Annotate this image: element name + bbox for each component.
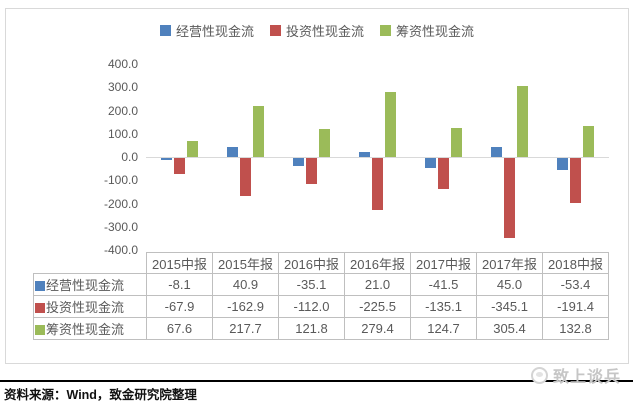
y-axis-tick-label: 400.0 — [107, 57, 138, 71]
footer-divider — [0, 380, 633, 382]
legend-swatch-icon — [159, 25, 171, 36]
legend-item-label: 投资性现金流 — [285, 24, 364, 39]
y-axis-tick-label: 300.0 — [107, 80, 138, 95]
y-axis-tick-label: -300.0 — [103, 219, 138, 234]
bar-经营性现金流-2015中报 — [160, 158, 172, 160]
bar-筹资性现金流-2018中报 — [582, 126, 594, 157]
legend-item-label: 经营性现金流 — [175, 24, 254, 39]
y-axis-tick-label: -400.0 — [103, 243, 138, 257]
table-row: 投资性现金流 -67.9 -162.9 -112.0 -225.5 -135.1 -345.… — [33, 295, 609, 318]
table-header-cell: 2017中报 — [410, 252, 477, 274]
table-corner-cell — [34, 253, 147, 274]
legend-item-2: 筹资性现金流 — [380, 21, 474, 40]
table-header-cell: 2015中报 — [146, 252, 213, 274]
table-cell: 121.8 — [278, 317, 345, 340]
bar-筹资性现金流-2015年报 — [252, 106, 264, 157]
bar-经营性现金流-2016年报 — [358, 152, 370, 157]
bar-投资性现金流-2015中报 — [173, 158, 185, 174]
legend-item-0: 经营性现金流 — [159, 21, 254, 40]
chart-legend: 经营性现金流 投资性现金流 筹资性现金流 — [5, 21, 629, 41]
legend-item-label: 筹资性现金流 — [396, 24, 475, 39]
table-cell: 45.0 — [476, 273, 543, 296]
bar-筹资性现金流-2016年报 — [384, 92, 396, 157]
bar-筹资性现金流-2017中报 — [450, 128, 462, 157]
bar-经营性现金流-2017年报 — [490, 146, 502, 157]
data-table: 2015中报 2015年报 2016中报 2016年报 2017中报 2017年报 2018… — [33, 252, 609, 340]
table-cell: -135.1 — [410, 295, 477, 318]
y-axis-tick-label: -100.0 — [103, 173, 138, 188]
bar-投资性现金流-2015年报 — [239, 158, 251, 196]
table-cell: 124.7 — [410, 317, 477, 340]
table-row-label: 投资性现金流 — [33, 295, 147, 318]
table-row: 经营性现金流 -8.1 40.9 -35.1 21.0 -41.5 45.0 -53.4 — [33, 273, 609, 296]
bar-筹资性现金流-2016中报 — [318, 128, 330, 157]
table-row-label-text: 经营性现金流 — [46, 278, 125, 293]
bar-经营性现金流-2015年报 — [226, 147, 238, 157]
table-header-cell: 2015年报 — [212, 252, 279, 274]
bar-投资性现金流-2018中报 — [569, 158, 581, 203]
table-cell: -53.4 — [542, 273, 609, 296]
table-cell: 279.4 — [344, 317, 411, 340]
brand-logo-text: 致上谈兵 — [552, 369, 621, 386]
table-header-cell: 2016年报 — [344, 252, 411, 274]
bar-投资性现金流-2017年报 — [503, 158, 515, 239]
mascot-circle-icon — [530, 366, 548, 384]
bar-经营性现金流-2016中报 — [292, 158, 304, 167]
series-marker-icon — [35, 303, 45, 313]
table-row-label: 筹资性现金流 — [33, 317, 147, 340]
series-marker-icon — [35, 281, 45, 291]
y-axis-tick-label: 100.0 — [107, 126, 138, 141]
table-row-label-text: 投资性现金流 — [46, 300, 125, 315]
bar-投资性现金流-2016中报 — [305, 158, 317, 185]
y-axis-tick-label: -200.0 — [103, 196, 138, 211]
legend-swatch-icon — [380, 25, 391, 36]
legend-swatch-icon — [269, 25, 281, 36]
table-cell: 21.0 — [344, 273, 411, 296]
bar-经营性现金流-2017中报 — [424, 158, 436, 168]
table-cell: -35.1 — [278, 273, 345, 296]
table-row: 筹资性现金流 67.6 217.7 121.8 279.4 124.7 305.4 132.8 — [33, 317, 609, 340]
table-cell: -345.1 — [476, 295, 543, 318]
bar-经营性现金流-2018中报 — [556, 158, 568, 171]
series-marker-icon — [35, 325, 45, 335]
table-cell: -191.4 — [542, 295, 609, 318]
y-axis-tick-label: 0.0 — [121, 150, 138, 164]
table-header-cell: 2016中报 — [278, 252, 345, 274]
table-row-label: 经营性现金流 — [33, 273, 147, 296]
table-cell: 305.4 — [476, 317, 543, 340]
table-cell: -41.5 — [410, 273, 477, 296]
table-cell: -162.9 — [212, 295, 279, 318]
table-cell: -67.9 — [146, 295, 213, 318]
table-cell: 67.6 — [146, 317, 213, 340]
table-header-cell: 2018中报 — [542, 252, 609, 274]
bar-投资性现金流-2016年报 — [371, 158, 383, 211]
x-axis-zero-line — [146, 157, 609, 158]
legend-item-1: 投资性现金流 — [269, 21, 364, 40]
table-cell: 217.7 — [212, 317, 279, 340]
table-header-cell: 2017年报 — [476, 252, 543, 274]
y-axis-tick-label: 200.0 — [107, 103, 138, 118]
bar-投资性现金流-2017中报 — [437, 158, 449, 190]
table-row-label-text: 筹资性现金流 — [46, 322, 125, 337]
table-cell: 40.9 — [212, 273, 279, 296]
table-header-row: 2015中报 2015年报 2016中报 2016年报 2017中报 2017年报 2018… — [34, 252, 609, 274]
bar-筹资性现金流-2017年报 — [516, 85, 528, 157]
table-cell: 132.8 — [542, 317, 609, 340]
source-note: 资料来源：Wind，致金研究院整理 — [4, 388, 197, 402]
table-cell: -8.1 — [146, 273, 213, 296]
table-cell: -225.5 — [344, 295, 411, 318]
brand-logo: 致上谈兵 — [530, 363, 621, 387]
bar-筹资性现金流-2015中报 — [186, 141, 198, 157]
table-cell: -112.0 — [278, 295, 345, 318]
